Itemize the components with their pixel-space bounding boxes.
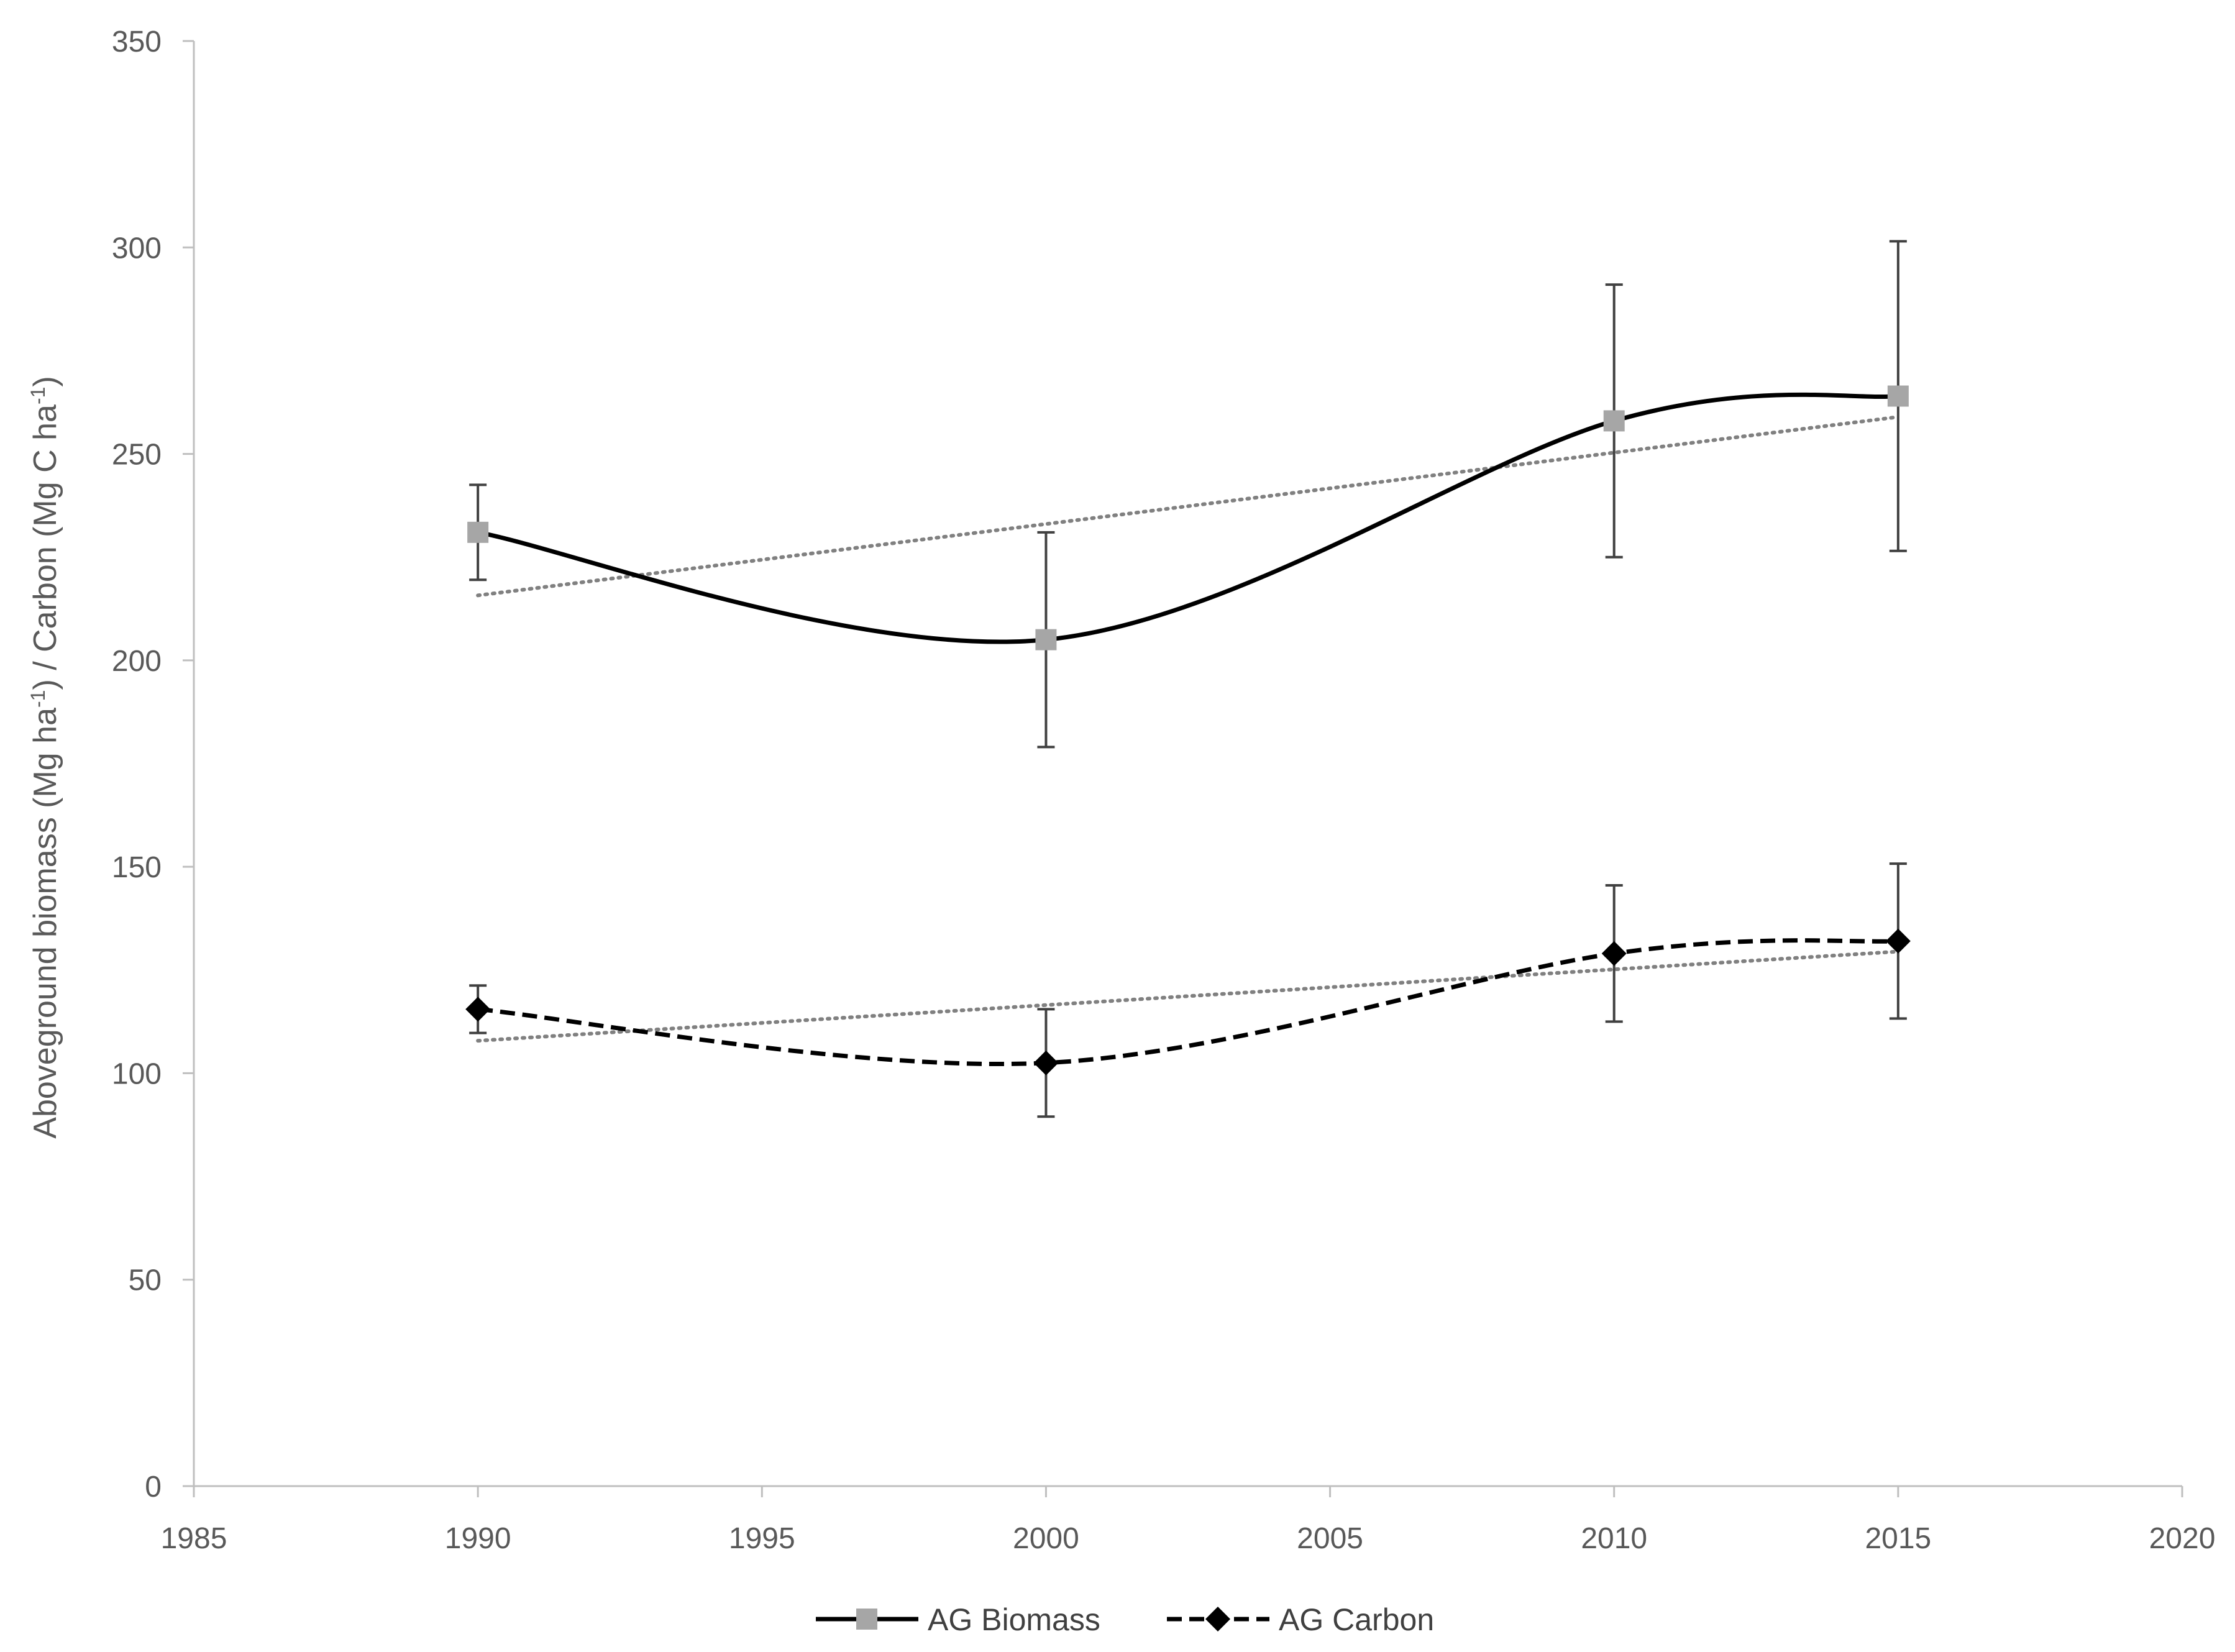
y-tick-label: 200: [112, 645, 162, 678]
legend-marker-ag-biomass: [856, 1609, 877, 1630]
ag-carbon-marker: [1601, 941, 1627, 966]
markers: [465, 385, 1911, 1075]
ag-carbon-line: [477, 938, 1899, 1066]
y-tick-label: 100: [112, 1057, 162, 1090]
x-tick-labels: 1985 1990 1995 2000 2005 2010 2015 2020: [161, 1522, 2216, 1555]
ag-biomass-line: [477, 392, 1899, 644]
y-tick-label: 250: [112, 439, 162, 472]
legend-item-ag-biomass: AG Biomass: [816, 1602, 1100, 1637]
axes: [183, 40, 2183, 1497]
x-tick-label: 1990: [445, 1522, 511, 1555]
ag-biomass-marker: [1035, 629, 1057, 650]
x-tick-label: 2010: [1581, 1522, 1647, 1555]
ag-biomass-marker: [1603, 410, 1625, 432]
error-bars: [469, 240, 1907, 1118]
legend-label-ag-biomass: AG Biomass: [928, 1602, 1100, 1637]
x-tick-label: 2000: [1013, 1522, 1079, 1555]
y-tick-label: 0: [145, 1471, 162, 1504]
x-tick-label: 1995: [729, 1522, 795, 1555]
y-tick-label: 350: [112, 25, 162, 58]
ag-carbon-trendline: [476, 949, 1900, 1043]
legend-marker-ag-carbon: [1205, 1607, 1230, 1631]
ag-carbon-marker: [465, 997, 491, 1022]
ag-biomass-marker: [1887, 385, 1909, 407]
ag-carbon-marker: [1033, 1050, 1059, 1075]
x-tick-label: 2020: [2149, 1522, 2216, 1555]
legend-label-ag-carbon: AG Carbon: [1279, 1602, 1434, 1637]
y-axis-title: Aboveground biomass (Mg ha-1) / Carbon (…: [27, 376, 63, 1138]
x-tick-label: 1985: [161, 1522, 227, 1555]
y-tick-label: 300: [112, 232, 162, 265]
y-tick-label: 50: [129, 1264, 162, 1297]
series-lines: [477, 392, 1899, 1066]
legend-item-ag-carbon: AG Carbon: [1167, 1602, 1434, 1637]
x-tick-label: 2015: [1865, 1522, 1931, 1555]
legend: AG Biomass AG Carbon: [816, 1602, 1434, 1637]
ag-biomass-trendline: [476, 415, 1900, 598]
y-tick-label: 150: [112, 851, 162, 884]
x-tick-label: 2005: [1297, 1522, 1363, 1555]
trendlines: [476, 415, 1900, 1043]
ag-biomass-marker: [467, 521, 489, 543]
y-tick-labels: 0 50 100 150 200 250 300 350: [112, 25, 162, 1504]
ag-carbon-marker: [1885, 928, 1911, 954]
